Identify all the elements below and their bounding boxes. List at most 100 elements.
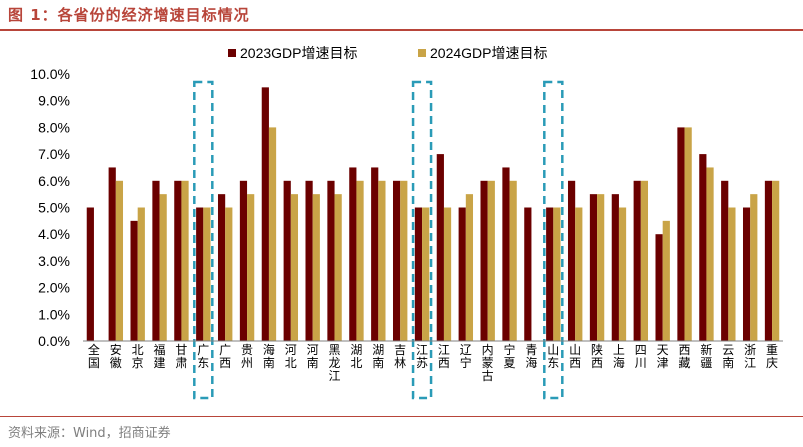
x-tick-label: 湖北 (350, 342, 362, 370)
x-tick-label: 海南 (263, 342, 275, 370)
x-tick-label: 湖南 (372, 342, 384, 370)
bar (247, 194, 255, 341)
bar (750, 194, 758, 341)
x-tick-label: 重庆 (766, 343, 778, 370)
bar (764, 180, 773, 341)
footer-divider (0, 416, 803, 417)
x-tick-label: 安徽 (110, 342, 122, 370)
bar (334, 194, 342, 341)
bar (225, 207, 233, 341)
legend-label: 2024GDP增速目标 (430, 45, 547, 61)
x-tick-label: 新疆 (700, 342, 712, 370)
bar (546, 207, 554, 341)
bar (312, 194, 320, 341)
bar (378, 180, 386, 341)
bar (684, 127, 692, 342)
legend-swatch (228, 49, 236, 57)
bar (772, 180, 780, 341)
bar (130, 220, 138, 341)
x-tick-label: 吉林 (394, 343, 406, 370)
legend-label: 2023GDP增速目标 (240, 45, 357, 61)
x-tick-label: 全国 (88, 342, 100, 370)
x-axis: 全国安徽北京福建甘肃广东广西贵州海南河北河南黑龙江湖北湖南吉林江苏江西辽宁内蒙古… (83, 340, 783, 383)
bar (174, 180, 182, 341)
bar (502, 167, 510, 341)
x-tick-label: 西藏 (679, 343, 691, 370)
highlight-box (411, 80, 433, 400)
y-tick-label: 4.0% (38, 226, 70, 242)
bar (677, 127, 685, 342)
bar (159, 194, 167, 341)
y-tick-label: 9.0% (38, 93, 70, 109)
x-tick-label: 浙江 (744, 343, 756, 370)
bar (458, 207, 466, 341)
y-tick-label: 1.0% (38, 306, 70, 322)
bar (203, 207, 211, 341)
bar (728, 207, 736, 341)
bar (217, 194, 226, 341)
bar (742, 207, 751, 341)
title-divider (0, 29, 803, 31)
x-tick-label: 河南 (307, 343, 319, 370)
bar (327, 180, 335, 341)
bar (509, 180, 517, 341)
x-tick-label: 宁夏 (504, 342, 516, 370)
bar (618, 207, 627, 341)
bar (721, 180, 729, 341)
x-tick-label: 甘肃 (175, 343, 187, 370)
y-tick-label: 8.0% (38, 119, 70, 135)
x-tick-label: 黑龙江 (329, 343, 341, 383)
y-tick-label: 3.0% (38, 253, 70, 269)
bar (283, 180, 291, 341)
x-tick-label: 江西 (438, 343, 450, 370)
y-tick-label: 10.0% (30, 66, 70, 82)
bar (152, 180, 160, 341)
x-tick-label: 北京 (132, 343, 144, 370)
x-tick-label: 河北 (285, 343, 297, 370)
x-tick-label: 山东 (547, 343, 559, 370)
bar (137, 207, 145, 341)
x-tick-label: 青海 (525, 343, 537, 370)
bar (575, 207, 583, 341)
bar (414, 207, 423, 341)
x-tick-label: 辽宁 (460, 343, 472, 370)
bar (589, 194, 598, 341)
figure-title: 图 1：各省份的经济增速目标情况 (8, 6, 250, 24)
bar (480, 180, 488, 341)
y-tick-label: 6.0% (38, 173, 70, 189)
bar (524, 207, 532, 341)
x-tick-label: 上海 (613, 343, 625, 370)
x-tick-label: 山西 (569, 343, 581, 370)
bar (181, 180, 189, 341)
y-axis: 0.0% 1.0% 2.0% 3.0% 4.0% 5.0% 6.0% 7.0% 8.0% 9.0%… (30, 66, 70, 349)
x-tick-label: 江苏 (416, 343, 428, 370)
bar (86, 207, 94, 341)
bar (261, 87, 269, 341)
bar (436, 154, 444, 341)
y-tick-label: 2.0% (38, 280, 70, 296)
bar (290, 194, 299, 341)
bar (611, 194, 619, 341)
x-tick-label: 天津 (657, 343, 669, 370)
bar (115, 180, 124, 341)
bar (196, 207, 204, 341)
bar (487, 180, 495, 341)
highlight-boxes (193, 80, 564, 400)
bar (640, 180, 649, 341)
y-tick-label: 0.0% (38, 333, 70, 349)
highlight-box (543, 80, 564, 400)
bar (371, 167, 379, 341)
bar (305, 180, 313, 341)
bar (400, 180, 408, 341)
bar (655, 234, 663, 341)
bar (268, 127, 277, 342)
legend-swatch (418, 49, 426, 57)
bar (633, 180, 641, 341)
bar (662, 220, 670, 341)
bar (356, 180, 364, 341)
bar (422, 207, 430, 341)
x-tick-label: 广西 (219, 343, 231, 370)
x-tick-label: 四川 (635, 343, 647, 370)
x-tick-label: 贵州 (241, 343, 253, 370)
